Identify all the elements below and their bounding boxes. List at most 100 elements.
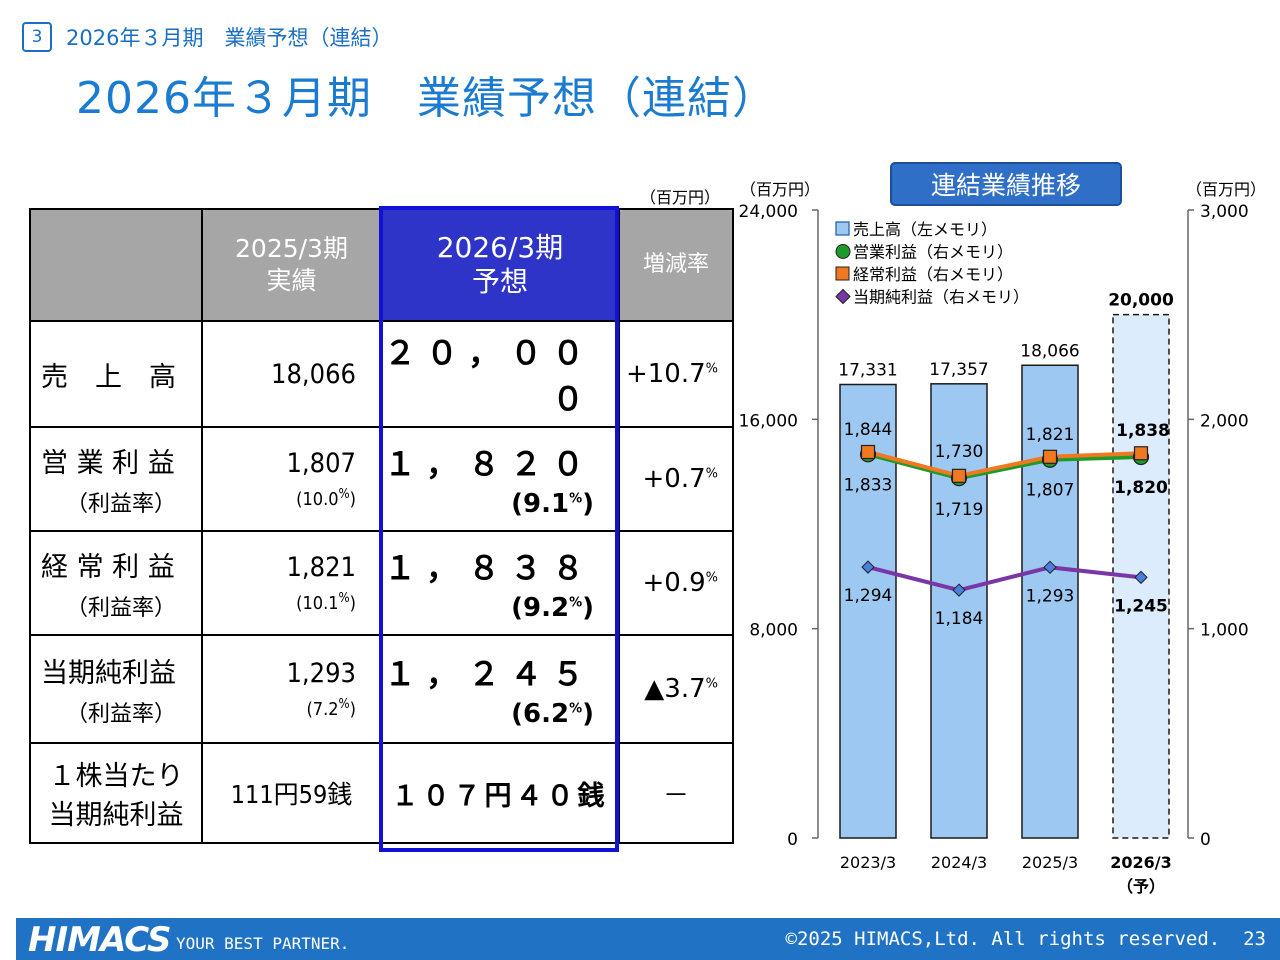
row-forecast: ２０，０００ [380, 320, 620, 428]
copyright: ©2025 HIMACS,Ltd. All rights reserved. 2… [785, 928, 1266, 950]
ordinary-profit-marker [860, 444, 876, 460]
operating-profit-marker [950, 470, 968, 487]
row-label: 売 上 高 [29, 320, 203, 428]
operating-profit-line [867, 452, 1142, 481]
right-tick-label: 1,000 [1200, 621, 1249, 641]
breadcrumb-text: 2026年３月期 業績予想（連結） [66, 26, 393, 50]
row-prev: 18,066 [201, 320, 382, 428]
left-axis-unit: （百万円） [740, 180, 820, 199]
table-row: １株当たり 当期純利益 111円59銭 １０７円４０銭 － [29, 742, 734, 844]
sales-bar [930, 383, 988, 839]
net-income-marker [861, 560, 875, 574]
row-change: － [618, 742, 734, 844]
right-axis-unit: （百万円） [1186, 180, 1266, 199]
net-income-label: 1,294 [844, 586, 893, 606]
net-income-label: 1,245 [1114, 596, 1168, 616]
row-label: 営 業 利 益（利益率） [29, 426, 203, 532]
net-income-marker [952, 583, 966, 597]
legend-label: 当期純利益（右メモリ） [853, 288, 1029, 307]
ordinary-profit-label: 1,821 [1026, 425, 1075, 445]
footer: HIMACS YOUR BEST PARTNER. ©2025 HIMACS,L… [0, 918, 1280, 960]
operating-profit-marker [859, 446, 877, 463]
sales-bar [1021, 364, 1079, 839]
table-row: 経 常 利 益（利益率） 1,821 (10.1%) １，８３８ (9.2%) +0… [29, 530, 734, 636]
legend-ordinary-swatch [835, 266, 850, 281]
left-tick-label: 0 [787, 830, 798, 850]
category-label: 2026/3 [1110, 853, 1172, 872]
ordinary-profit-line [867, 450, 1142, 478]
category-label: 2025/3 [1022, 853, 1078, 872]
operating-profit-marker [1041, 451, 1059, 468]
sales-bar-label: 20,000 [1108, 291, 1174, 311]
category-label: 2024/3 [931, 853, 987, 872]
row-label: １株当たり 当期純利益 [29, 742, 203, 844]
page-number: 23 [1243, 928, 1266, 950]
table-row: 当期純利益 （利益率） 1,293 (7.2%) １，２４５ (6.2%) ▲3.7% [29, 634, 734, 744]
sales-bar-label: 17,357 [929, 360, 988, 380]
category-note: （予） [1117, 877, 1165, 896]
row-forecast: １，８２０ (9.1%) [380, 426, 620, 532]
row-prev: 1,821 (10.1%) [201, 530, 382, 636]
legend-operating-swatch [835, 244, 851, 259]
row-change: +0.9% [618, 530, 734, 636]
table-unit: （百万円） [640, 188, 721, 207]
category-label: 2023/3 [840, 853, 896, 872]
left-tick-label: 16,000 [739, 411, 798, 431]
tagline: YOUR BEST PARTNER. [176, 934, 350, 953]
table-row: 営 業 利 益（利益率） 1,807 (10.0%) １，８２０ (9.1%) +0… [29, 426, 734, 532]
forecast-table: 2025/3期 実績 2026/3期 予想 増減率 売 上 高 18,066 ２… [29, 208, 734, 844]
left-tick-label: 8,000 [749, 621, 798, 641]
row-label: 当期純利益 （利益率） [29, 634, 203, 744]
row-forecast: １，８３８ (9.2%) [380, 530, 620, 636]
header-change: 増減率 [618, 208, 734, 322]
sales-bar-label: 17,331 [838, 361, 897, 381]
right-tick-label: 3,000 [1200, 202, 1249, 222]
legend-label: 営業利益（右メモリ） [853, 243, 1013, 262]
net-income-label: 1,293 [1026, 586, 1075, 606]
section-number: 3 [22, 22, 52, 52]
footer-edge [0, 918, 16, 960]
row-forecast: １，２４５ (6.2%) [380, 634, 620, 744]
net-income-line [867, 565, 1142, 593]
right-tick-label: 0 [1200, 830, 1211, 850]
breadcrumb: 3 2026年３月期 業績予想（連結） [22, 20, 392, 54]
operating-profit-label: 1,820 [1114, 478, 1168, 498]
row-prev: 1,807 (10.0%) [201, 426, 382, 532]
net-income-label: 1,184 [935, 609, 984, 629]
right-tick-label: 2,000 [1200, 411, 1249, 431]
header-prev: 2025/3期 実績 [201, 208, 382, 322]
operating-profit-label: 1,833 [844, 475, 893, 495]
row-prev: 1,293 (7.2%) [201, 634, 382, 744]
legend-label: 経常利益（右メモリ） [853, 265, 1013, 284]
ordinary-profit-marker [1133, 446, 1149, 461]
ordinary-profit-marker [951, 468, 967, 483]
header-forecast: 2026/3期 予想 [380, 208, 620, 322]
ordinary-profit-label: 1,838 [1116, 421, 1170, 441]
net-income-marker [1134, 570, 1148, 585]
chart-title: 連結業績推移 [890, 162, 1122, 206]
table-row: 売 上 高 18,066 ２０，０００ +10.7% [29, 320, 734, 428]
legend-label: 売上高（左メモリ） [853, 220, 997, 239]
ordinary-profit-label: 1,844 [844, 420, 893, 440]
company-logo: HIMACS [28, 920, 171, 960]
sales-bar [839, 383, 897, 839]
operating-profit-marker [1132, 448, 1150, 466]
legend-net-swatch [835, 288, 851, 305]
row-label: 経 常 利 益（利益率） [29, 530, 203, 636]
page-title: 2026年３月期 業績予想（連結） [76, 73, 777, 124]
operating-profit-label: 1,719 [935, 500, 984, 520]
row-change: +0.7% [618, 426, 734, 532]
header-blank [29, 208, 203, 322]
legend-sales-swatch [835, 221, 850, 236]
row-change: +10.7% [618, 320, 734, 428]
ordinary-profit-label: 1,730 [935, 442, 984, 462]
sales-bar-label: 18,066 [1020, 341, 1079, 361]
ordinary-profit-marker [1042, 449, 1058, 464]
left-tick-label: 24,000 [739, 202, 798, 222]
operating-profit-label: 1,807 [1026, 481, 1075, 501]
row-change: ▲3.7% [618, 634, 734, 744]
sales-bar [1112, 313, 1170, 839]
row-forecast: １０７円４０銭 [380, 742, 620, 844]
row-prev: 111円59銭 [201, 742, 382, 844]
net-income-marker [1043, 560, 1057, 575]
